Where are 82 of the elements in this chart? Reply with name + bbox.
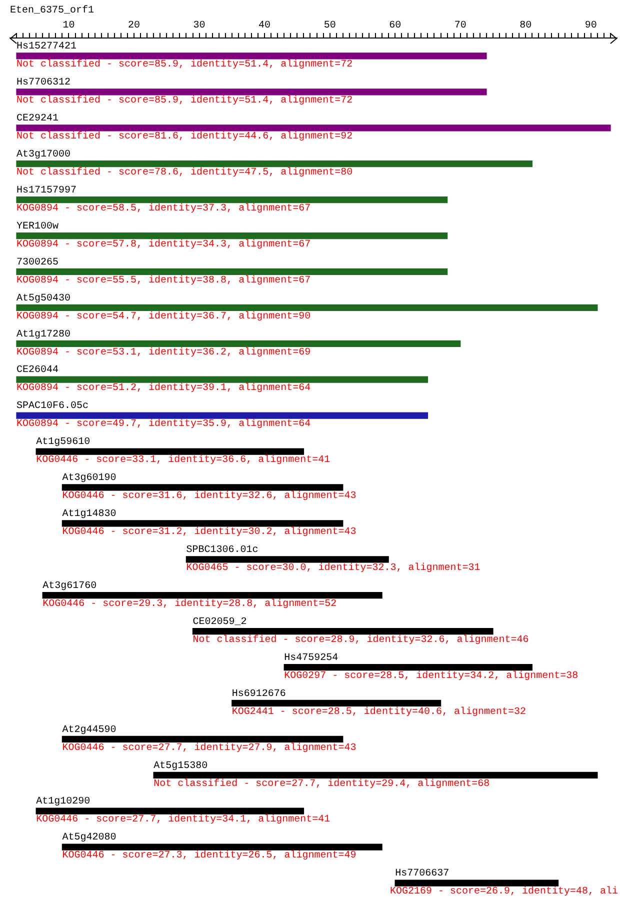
y-tick-label: At1g10290 [36, 796, 90, 808]
bar [16, 88, 487, 96]
y-tick-label: At5g42080 [62, 832, 116, 844]
y-tick-label: 7300265 [16, 257, 59, 268]
y-tick-label: At5g15380 [154, 760, 208, 772]
x-tick-label: 50 [324, 20, 336, 32]
data-label: KOG0446 - score=29.3, identity=28.8, alignment=52 [42, 598, 337, 610]
x-tick-label: 80 [520, 20, 532, 32]
data-label: KOG0465 - score=30.0, identity=32.3, alignment=31 [186, 562, 480, 574]
x-tick-label: 10 [62, 20, 75, 32]
bar [16, 340, 461, 347]
data-label: KOG0894 - score=51.2, identity=39.1, alignment=64 [16, 382, 311, 394]
bar [62, 844, 382, 850]
data-label: Not classified - score=85.9, identity=51.4, alignment=72 [16, 94, 353, 107]
data-label: KOG0894 - score=58.5, identity=37.3, alignment=67 [16, 202, 311, 214]
data-label: KOG0446 - score=31.2, identity=30.2, alignment=43 [62, 526, 356, 538]
data-label: Not classified - score=85.9, identity=51.4, alignment=72 [16, 58, 353, 71]
bar [186, 556, 389, 563]
bar [16, 52, 487, 60]
y-tick-label: SPBC1306.01c [186, 545, 258, 556]
y-tick-label: At1g59610 [36, 437, 90, 448]
y-tick-label: Hs6912676 [232, 688, 286, 700]
y-tick-label: YER100w [16, 221, 59, 232]
bar [394, 880, 559, 886]
bar [16, 304, 598, 312]
y-tick-label: At1g17280 [16, 329, 71, 340]
y-tick-label: At2g44590 [62, 724, 116, 736]
y-tick-label: At5g50430 [16, 293, 71, 304]
data-label: KOG0446 - score=27.7, identity=34.1, alignment=41 [36, 814, 330, 826]
x-tick-label: 70 [454, 20, 466, 32]
bar [16, 268, 448, 276]
y-tick-label: Hs7706637 [395, 868, 450, 880]
bar [232, 700, 442, 707]
data-label: KOG0297 - score=28.5, identity=34.2, alignment=38 [284, 670, 578, 682]
data-label: KOG0446 - score=27.7, identity=27.9, alignment=43 [62, 742, 356, 754]
bar [153, 772, 598, 778]
data-label: KOG0894 - score=53.1, identity=36.2, alignment=69 [16, 346, 311, 358]
data-label: Not classified - score=81.6, identity=44.6, alignment=92 [16, 130, 353, 143]
bar [16, 196, 448, 204]
data-label: KOG0894 - score=54.7, identity=36.7, alignment=90 [16, 310, 311, 322]
data-label: KOG0446 - score=31.6, identity=32.6, alignment=43 [62, 490, 356, 502]
bar [62, 736, 344, 743]
y-tick-label: SPAC10F6.05c [16, 401, 89, 412]
y-tick-label: At1g14830 [62, 509, 116, 520]
bar [36, 808, 304, 814]
bar [16, 232, 448, 240]
x-tick-label: 90 [584, 20, 597, 32]
y-tick-label: Hs4759254 [284, 652, 338, 664]
data-label: KOG0446 - score=27.3, identity=26.5, alignment=49 [62, 850, 356, 862]
x-tick-label: 20 [128, 20, 140, 32]
data-label: KOG0894 - score=55.5, identity=38.8, alignment=67 [16, 274, 311, 286]
bar [16, 124, 611, 132]
data-label: KOG0894 - score=49.7, identity=35.9, alignment=64 [16, 418, 311, 430]
y-tick-label: CE26044 [16, 365, 59, 376]
y-tick-label: Hs7706312 [16, 78, 71, 89]
y-tick-label: At3g61760 [42, 580, 97, 592]
data-label: KOG2441 - score=28.5, identity=40.6, alignment=32 [232, 706, 526, 718]
data-label: Not classified - score=27.7, identity=29.4, alignment=68 [154, 778, 490, 790]
data-label: Not classified - score=28.9, identity=32.6, alignment=46 [192, 634, 529, 646]
y-tick-label: CE02059_2 [192, 616, 247, 628]
y-tick-label: At3g17000 [16, 149, 71, 160]
bar [62, 520, 344, 527]
bar [42, 592, 382, 599]
chart-title: Eten_6375_orf1 [10, 4, 94, 17]
x-tick-label: 60 [389, 20, 402, 32]
x-tick-label: 40 [258, 20, 271, 32]
x-tick-label: 30 [193, 20, 206, 32]
bar [16, 376, 428, 383]
y-tick-label: Hs15277421 [16, 42, 77, 53]
y-tick-label: Hs17157997 [16, 185, 77, 196]
data-label: KOG0446 - score=33.1, identity=36.6, alignment=41 [36, 454, 330, 466]
y-tick-label: CE29241 [16, 114, 59, 125]
data-label: KOG2169 - score=26.9, identity=48, ali [390, 886, 618, 898]
bar [284, 664, 532, 671]
bar [62, 484, 344, 491]
data-label: KOG0894 - score=57.8, identity=34.3, alignment=67 [16, 238, 311, 250]
bar [16, 160, 532, 168]
data-label: Not classified - score=78.6, identity=47.5, alignment=80 [16, 166, 353, 178]
bar [192, 628, 494, 635]
bar [16, 412, 428, 419]
bar [36, 448, 304, 455]
y-tick-label: At3g60190 [62, 473, 116, 484]
